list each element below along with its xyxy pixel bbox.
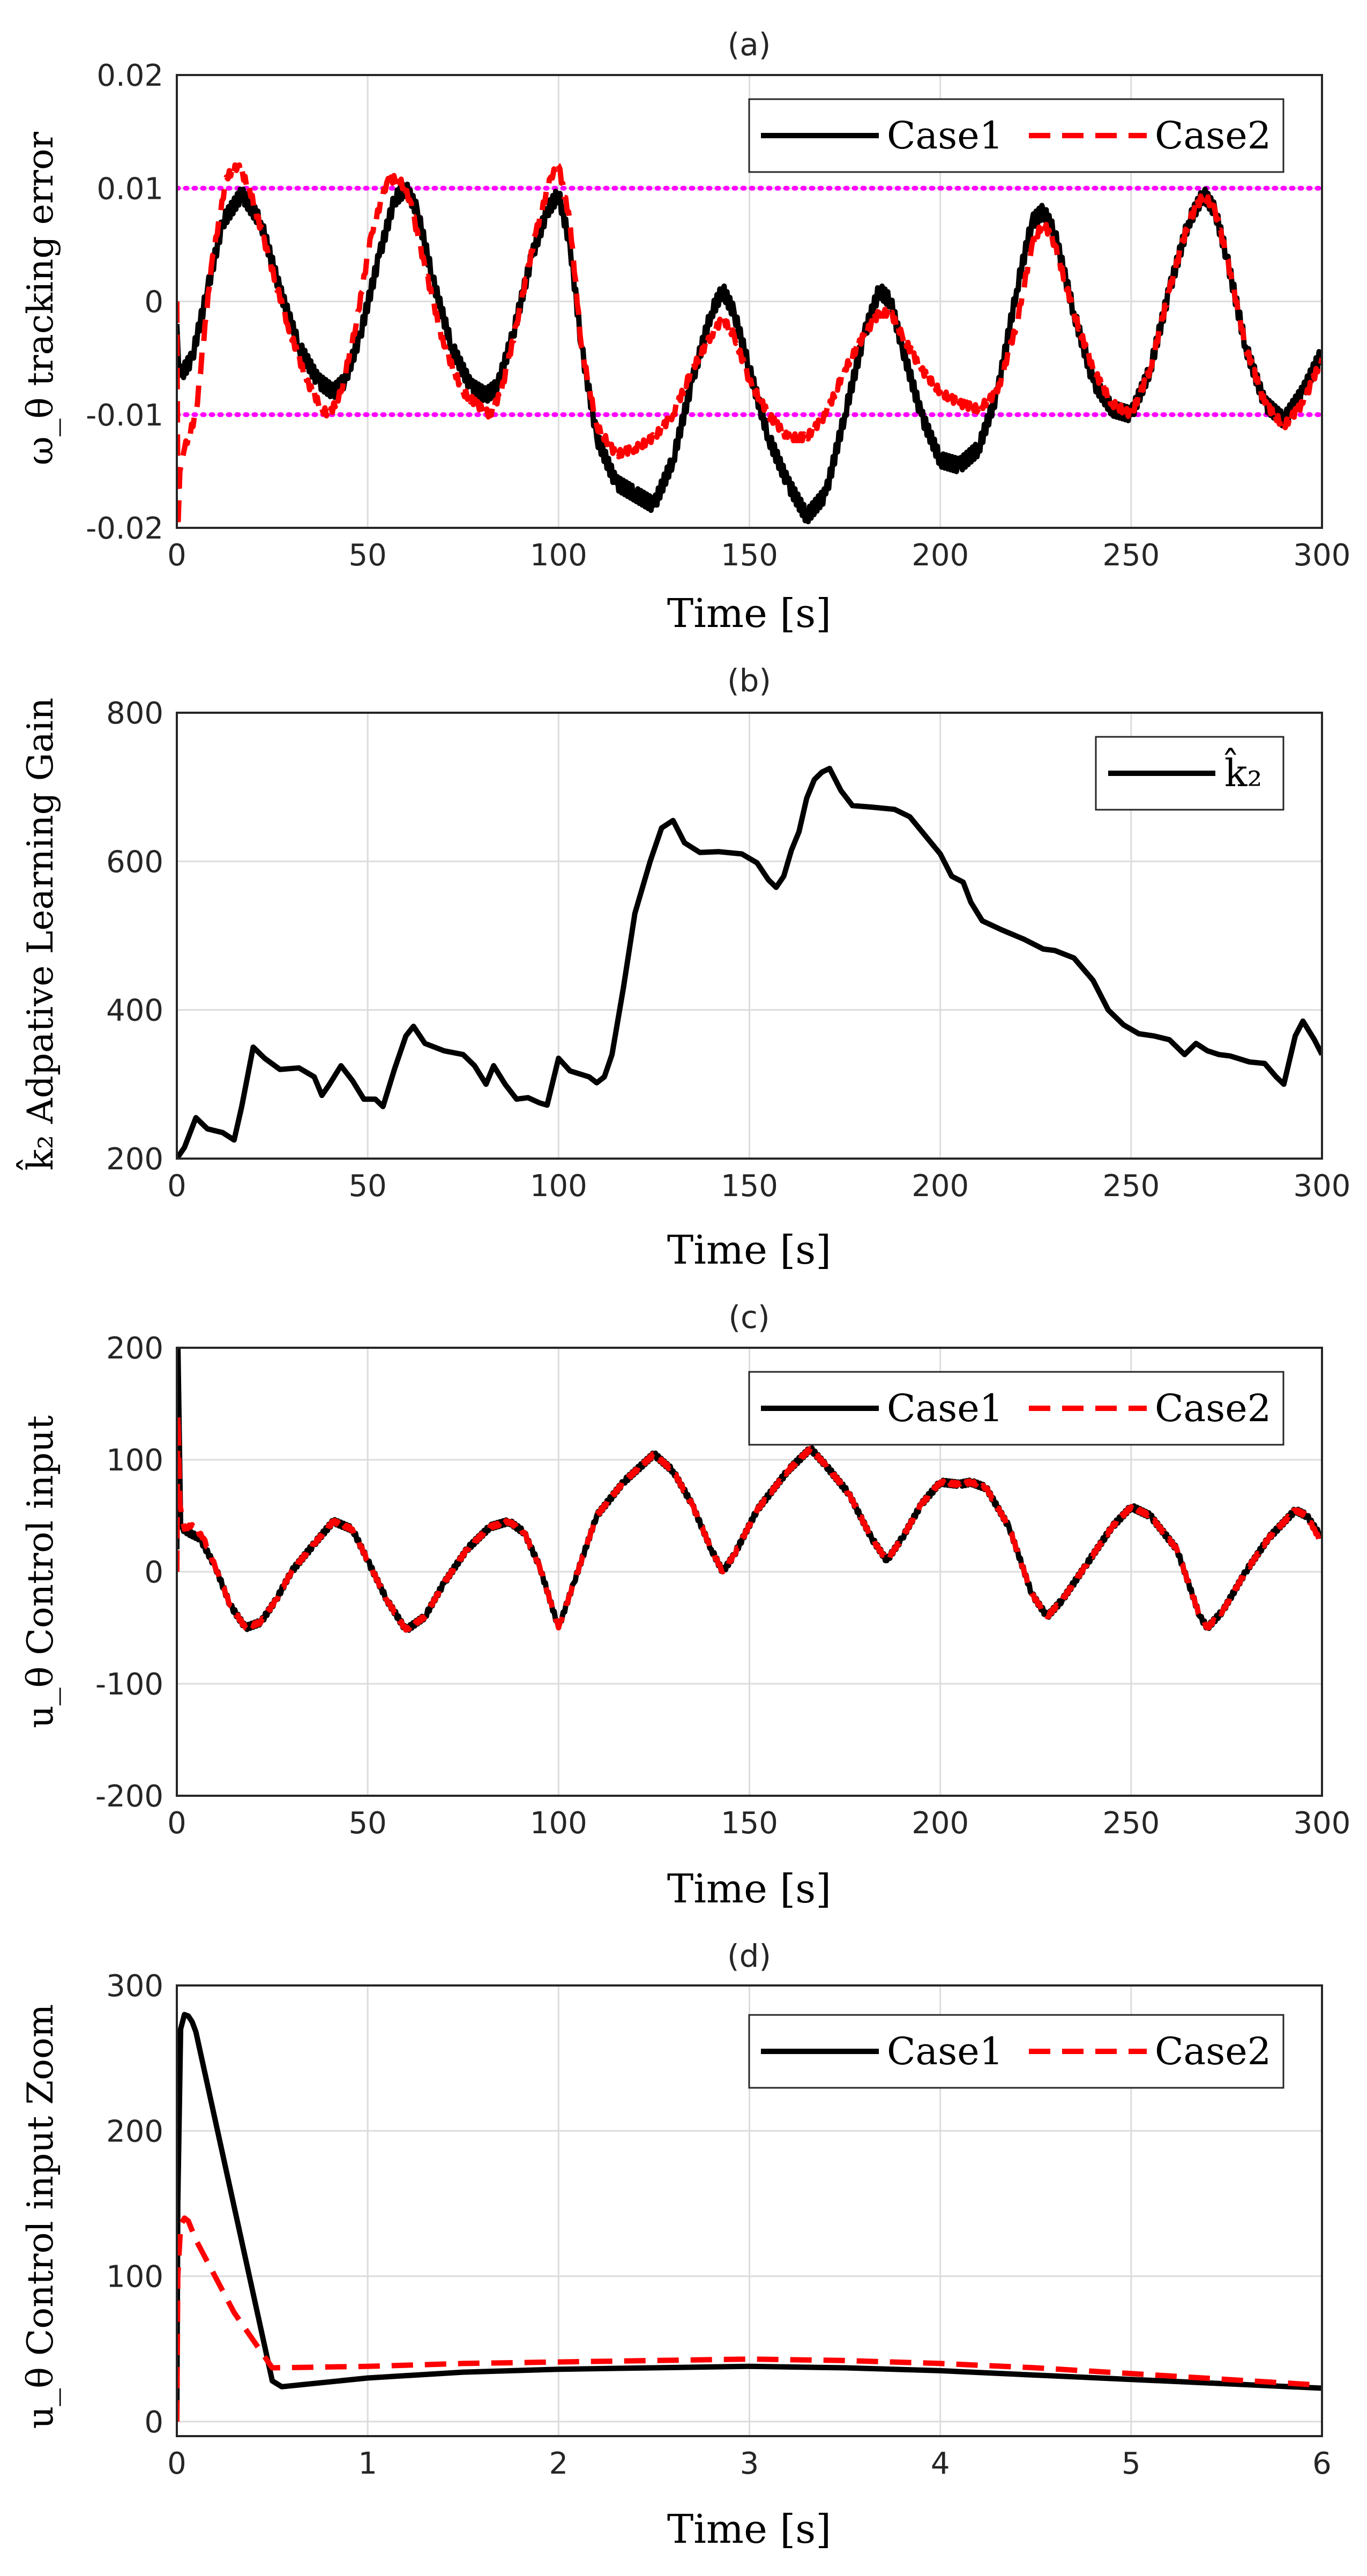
- legend-label-case1: Case1: [887, 1386, 1003, 1430]
- y-tick-label: 200: [106, 2114, 163, 2149]
- plot-area-d: 0 1 2 3 4 5 6 0 100 200 300: [106, 1969, 1332, 2481]
- y-tick-label: 0: [144, 2405, 163, 2440]
- y-tick-label: 600: [106, 845, 163, 879]
- x-tick-label: 300: [1294, 1806, 1351, 1841]
- panel-title: (d): [727, 1938, 771, 1974]
- x-tick-label: 100: [530, 1169, 587, 1204]
- y-tick-label: 200: [106, 1331, 163, 1366]
- y-tick-label: -0.02: [86, 511, 163, 546]
- panel-d: (d) 0 1 2 3 4 5 6 0 100 200 300 Time [s] u_θ Contr…: [20, 1938, 1332, 2552]
- legend-label-case2: Case2: [1155, 114, 1271, 158]
- panel-title: (b): [727, 662, 771, 699]
- legend-label-case1: Case1: [887, 114, 1003, 158]
- x-tick-label: 6: [1312, 2446, 1332, 2481]
- legend: Case1 Case2: [748, 98, 1284, 173]
- x-axis-label: Time [s]: [667, 1866, 831, 1912]
- y-tick-label: 300: [106, 1969, 163, 2004]
- x-tick-label: 4: [931, 2446, 950, 2481]
- axes-frame: [176, 1347, 1323, 1797]
- legend-label-k2: k̂₂: [1224, 748, 1263, 795]
- x-tick-label: 5: [1122, 2446, 1141, 2481]
- panel-a: (a) 0 50 100 150 200 250 300 -0.02 -0.01 0 0.01 0.0…: [20, 26, 1350, 637]
- y-tick-label: -100: [95, 1667, 163, 1702]
- legend: Case1 Case2: [748, 2014, 1284, 2089]
- legend-label-case2: Case2: [1155, 1386, 1271, 1430]
- x-tick-label: 100: [530, 538, 587, 573]
- panel-b: (b) 0 50 100 150 200 250 300 200 400 600 800 Time …: [17, 662, 1351, 1273]
- x-tick-label: 250: [1102, 538, 1160, 573]
- x-axis-label: Time [s]: [667, 591, 831, 637]
- x-tick-label: 1: [358, 2446, 377, 2481]
- x-tick-label: 200: [912, 538, 969, 573]
- x-tick-label: 250: [1102, 1169, 1160, 1204]
- y-axis-label: u_θ Control input Zoom: [20, 2004, 61, 2429]
- x-tick-label: 150: [721, 1806, 778, 1841]
- data-layer: [177, 766, 1322, 1159]
- x-tick-label: 2: [549, 2446, 569, 2481]
- y-tick-label: 100: [106, 1443, 163, 1478]
- y-axis-label: k̂₂ Adpative Learning Gain: [17, 698, 61, 1171]
- y-tick-label: 0: [144, 1555, 163, 1590]
- axes-frame: [176, 74, 1323, 529]
- series-case2-line: [177, 2215, 1322, 2422]
- legend: k̂₂: [1095, 736, 1284, 811]
- series-case2-line: [177, 161, 1322, 528]
- x-tick-label: 3: [740, 2446, 759, 2481]
- series-k-line: [177, 766, 1322, 1159]
- plot-area-a: 0 50 100 150 200 250 300 -0.02 -0.01 0 0.01 0.02: [86, 58, 1350, 573]
- series-case2-line: [177, 1412, 1322, 1633]
- panel-title: (c): [728, 1299, 770, 1335]
- y-tick-label: 200: [106, 1142, 163, 1177]
- y-tick-label: 0: [144, 285, 163, 320]
- legend: Case1 Case2: [748, 1371, 1284, 1446]
- y-tick-label: 100: [106, 2260, 163, 2295]
- y-tick-label: 0.02: [96, 58, 163, 93]
- x-tick-label: 0: [167, 538, 186, 573]
- x-tick-label: 50: [349, 1806, 387, 1841]
- data-layer: [177, 2012, 1322, 2422]
- y-tick-label: -200: [95, 1779, 163, 1814]
- y-axis-label: ω_θ tracking error: [20, 131, 61, 465]
- x-tick-label: 200: [912, 1169, 969, 1204]
- x-tick-label: 0: [167, 1169, 186, 1204]
- y-axis-label: u_θ Control input: [20, 1415, 61, 1728]
- x-tick-label: 300: [1294, 1169, 1351, 1204]
- y-tick-label: -0.01: [86, 398, 163, 433]
- axes-frame: [176, 712, 1323, 1160]
- data-layer: [177, 161, 1322, 528]
- y-tick-label: 800: [106, 696, 163, 731]
- x-tick-label: 0: [167, 2446, 186, 2481]
- x-tick-label: 50: [349, 538, 387, 573]
- legend-label-case1: Case1: [887, 2029, 1003, 2073]
- data-layer: [177, 1348, 1322, 1633]
- panel-title: (a): [728, 26, 771, 63]
- y-tick-label: 0.01: [96, 171, 163, 206]
- x-tick-label: 150: [721, 538, 778, 573]
- axes-frame: [176, 1984, 1323, 2437]
- x-axis-label: Time [s]: [667, 1227, 831, 1273]
- x-tick-label: 0: [167, 1806, 186, 1841]
- y-tick-label: 400: [106, 994, 163, 1028]
- x-tick-label: 150: [721, 1169, 778, 1204]
- panel-c: (c) 0 50 100 150 200 250 300 -200 -100 0 100 200 Ti…: [20, 1299, 1350, 1912]
- series-case1-line: [177, 2012, 1322, 2422]
- x-tick-label: 100: [530, 1806, 587, 1841]
- plot-area-b: 0 50 100 150 200 250 300 200 400 600 800: [106, 696, 1350, 1204]
- x-axis-label: Time [s]: [667, 2506, 831, 2552]
- x-tick-label: 300: [1294, 538, 1351, 573]
- x-tick-label: 50: [349, 1169, 387, 1204]
- legend-label-case2: Case2: [1155, 2029, 1271, 2073]
- x-tick-label: 200: [912, 1806, 969, 1841]
- x-tick-label: 250: [1102, 1806, 1160, 1841]
